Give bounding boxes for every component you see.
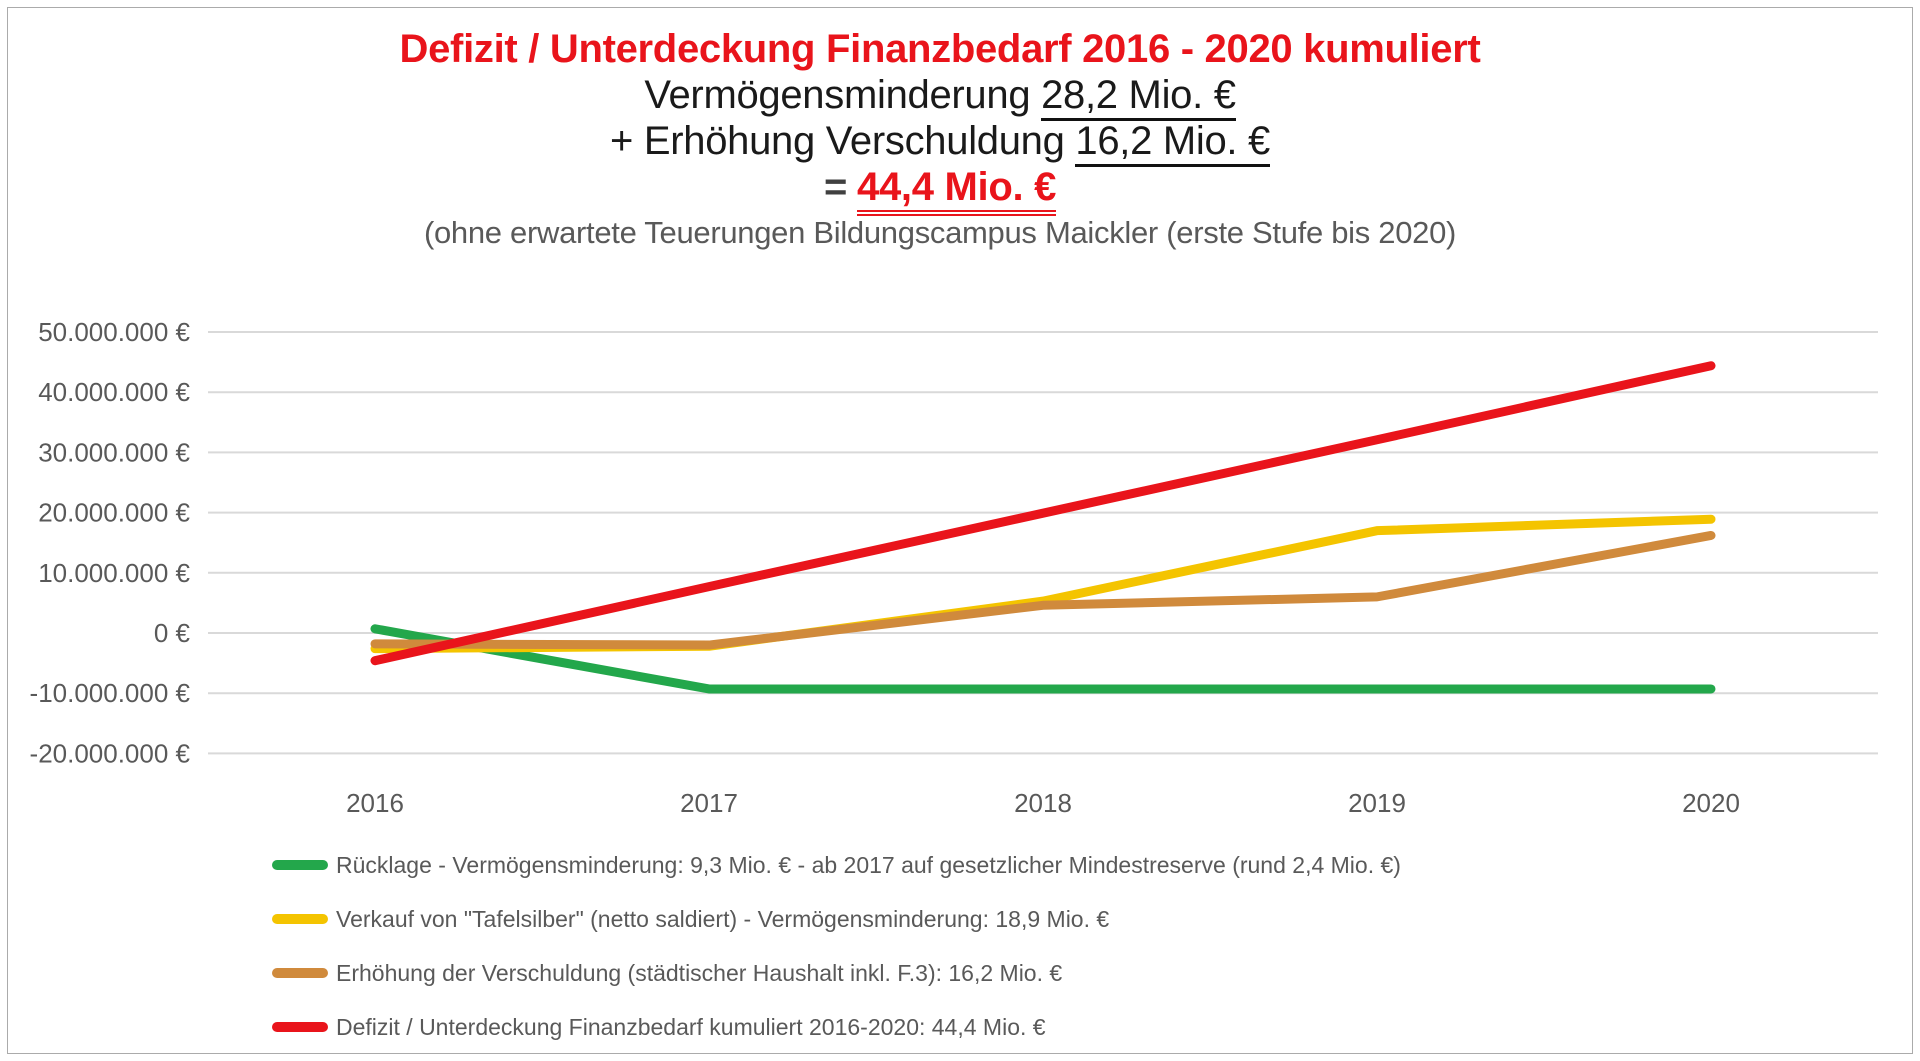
y-axis-label: 40.000.000 € (38, 377, 190, 407)
chart-title: Defizit / Unterdeckung Finanzbedarf 2016… (399, 27, 1481, 71)
y-axis-label: 10.000.000 € (38, 558, 190, 588)
y-axis-label: -20.000.000 € (30, 738, 191, 768)
subtitle-line-2-text: + Erhöhung Verschuldung (610, 119, 1065, 163)
equals-sign: = (823, 165, 848, 209)
subtitle-line-2: + Erhöhung Verschuldung 16,2 Mio. € (0, 118, 1880, 167)
subtitle-line-1-text: Vermögensminderung (644, 73, 1031, 117)
legend-swatch-green (272, 860, 328, 870)
legend-label: Defizit / Unterdeckung Finanzbedarf kumu… (336, 1013, 1046, 1040)
subtitle-note: (ohne erwartete Teuerungen Bildungscampu… (423, 215, 1457, 250)
chart-header: Defizit / Unterdeckung Finanzbedarf 2016… (0, 26, 1880, 256)
legend-swatch-orange (272, 968, 328, 978)
subtitle-total: = 44,4 Mio. € (0, 164, 1880, 216)
series-line (370, 514, 1716, 654)
x-axis-label: 2018 (1014, 788, 1072, 818)
legend-swatch-red (272, 1022, 328, 1032)
x-axis-label: 2016 (346, 788, 404, 818)
legend: Rücklage - Vermögensminderung: 9,3 Mio. … (272, 838, 1401, 1054)
legend-label: Verkauf von "Tafelsilber" (netto saldier… (336, 905, 1110, 932)
subtitle-total-value: 44,4 Mio. € (857, 165, 1056, 216)
legend-item: Verkauf von "Tafelsilber" (netto saldier… (272, 892, 1401, 946)
legend-label: Erhöhung der Verschuldung (städtischer H… (336, 959, 1063, 986)
subtitle-line-2-value: 16,2 Mio. € (1075, 119, 1270, 167)
y-axis-label: -10.000.000 € (30, 678, 191, 708)
series-line (370, 530, 1716, 650)
x-axis-label: 2020 (1682, 788, 1740, 818)
x-axis-label: 2019 (1348, 788, 1406, 818)
legend-item: Erhöhung der Verschuldung (städtischer H… (272, 946, 1401, 1000)
series-line (370, 624, 1716, 694)
legend-swatch-yellow (272, 914, 328, 924)
y-axis-label: 0 € (154, 618, 191, 648)
subtitle-line-1-value: 28,2 Mio. € (1041, 73, 1236, 121)
legend-item: Rücklage - Vermögensminderung: 9,3 Mio. … (272, 838, 1401, 892)
y-axis-label: 30.000.000 € (38, 437, 190, 467)
y-axis-label: 20.000.000 € (38, 498, 190, 528)
subtitle-line-1: Vermögensminderung 28,2 Mio. € (0, 72, 1880, 121)
legend-item: Defizit / Unterdeckung Finanzbedarf kumu… (272, 1000, 1401, 1054)
legend-label: Rücklage - Vermögensminderung: 9,3 Mio. … (336, 851, 1401, 878)
y-axis-label: 50.000.000 € (38, 317, 190, 347)
x-axis-label: 2017 (680, 788, 738, 818)
series-line (370, 361, 1716, 666)
